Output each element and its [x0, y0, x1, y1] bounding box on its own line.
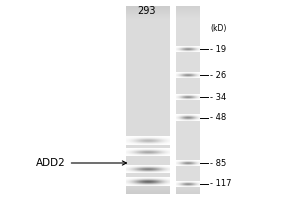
Text: ADD2: ADD2	[36, 158, 127, 168]
Text: - 34: - 34	[210, 92, 226, 102]
Text: - 19: - 19	[210, 45, 226, 53]
Text: - 117: - 117	[210, 180, 232, 188]
Text: 293: 293	[138, 6, 156, 16]
Text: - 85: - 85	[210, 158, 226, 168]
Text: - 26: - 26	[210, 71, 226, 79]
Text: (kD): (kD)	[210, 24, 226, 33]
Text: - 48: - 48	[210, 114, 226, 122]
